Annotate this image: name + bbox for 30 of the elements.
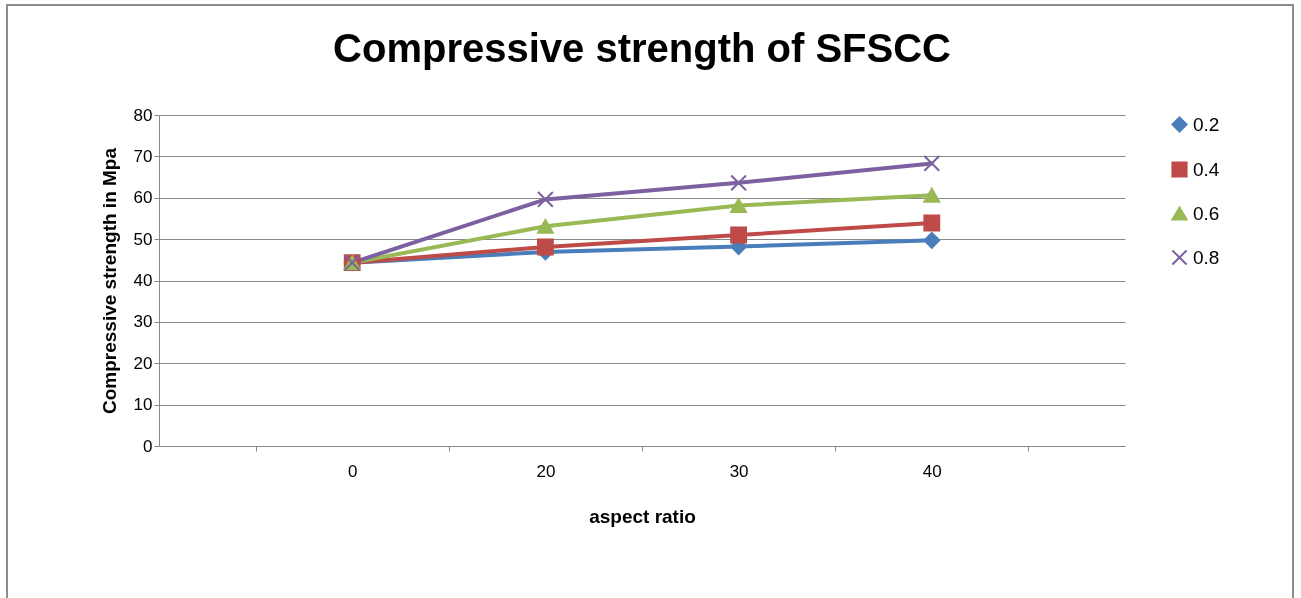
x-tick-label: 40	[922, 461, 942, 481]
point	[730, 198, 748, 214]
legend-label: 0.6	[1193, 202, 1220, 224]
x-tick-label: 30	[729, 461, 749, 481]
y-tick-label: 0	[143, 436, 153, 456]
legend-label: 0.2	[1193, 113, 1220, 135]
x-tick-label: 20	[536, 461, 556, 481]
point	[536, 238, 554, 256]
chart-title: Compressive strength of SFSCC	[333, 26, 951, 70]
x-tick-label: 0	[347, 461, 358, 481]
y-tick-label: 50	[133, 229, 153, 249]
point	[730, 226, 748, 244]
y-tick-label: 20	[133, 353, 153, 373]
point	[923, 154, 941, 172]
point	[923, 231, 941, 249]
point	[923, 214, 941, 232]
y-axis-title: Compressive strength in Mpa	[98, 147, 120, 415]
y-tick-label: 60	[133, 188, 153, 208]
y-tick-label: 80	[133, 105, 153, 125]
legend-label: 0.4	[1193, 158, 1220, 180]
y-tick-label: 30	[133, 312, 153, 332]
x-axis-title: aspect ratio	[589, 505, 696, 527]
point	[536, 218, 554, 234]
point	[730, 174, 748, 192]
legend-label: 0.8	[1193, 246, 1220, 268]
y-tick-label: 10	[133, 395, 153, 415]
point	[536, 190, 554, 208]
y-tick-label: 70	[133, 146, 153, 166]
point	[923, 187, 941, 203]
y-tick-label: 40	[133, 271, 153, 290]
